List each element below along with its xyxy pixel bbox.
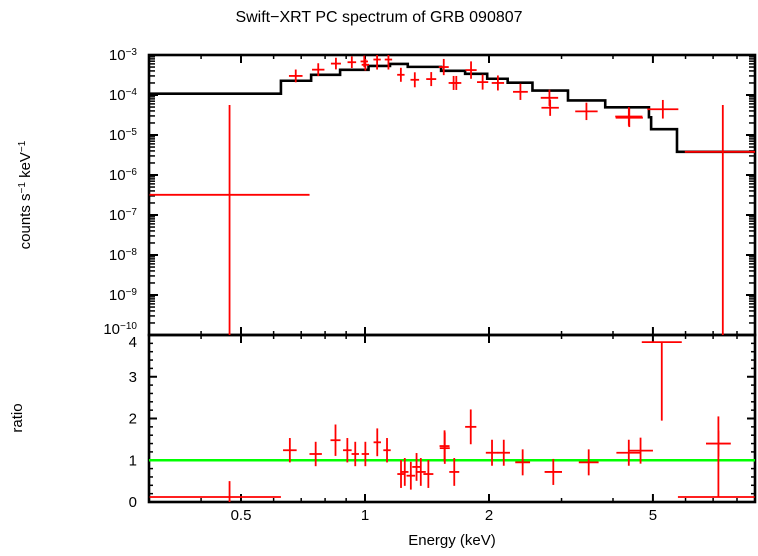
svg-text:2: 2	[485, 507, 493, 524]
svg-text:Energy (keV): Energy (keV)	[408, 532, 496, 549]
svg-text:3: 3	[129, 369, 137, 386]
svg-text:1: 1	[129, 452, 137, 469]
svg-text:ratio: ratio	[9, 403, 26, 432]
svg-text:2: 2	[129, 411, 137, 428]
svg-text:5: 5	[649, 507, 657, 524]
svg-text:counts s−1 keV−1: counts s−1 keV−1	[17, 140, 35, 249]
svg-text:1: 1	[361, 507, 369, 524]
svg-text:0: 0	[129, 494, 137, 511]
svg-text:0.5: 0.5	[231, 507, 252, 524]
svg-text:Swift−XRT PC spectrum of GRB 0: Swift−XRT PC spectrum of GRB 090807	[235, 9, 522, 26]
svg-text:4: 4	[129, 334, 137, 351]
